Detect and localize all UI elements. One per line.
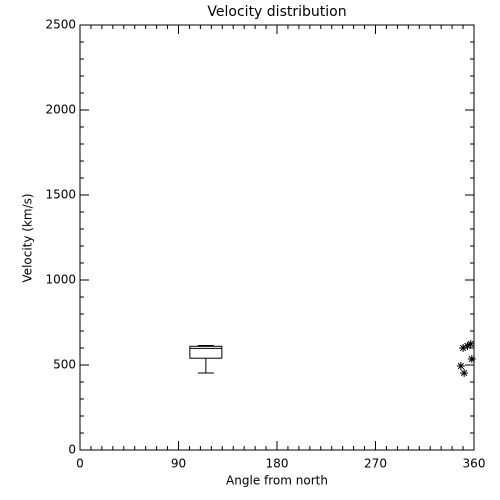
y-tick-label: 2000 <box>45 103 76 117</box>
x-axis-label: Angle from north <box>226 474 328 488</box>
y-tick-label: 500 <box>53 358 76 372</box>
outlier-point <box>459 344 468 352</box>
y-tick-label: 2500 <box>45 18 76 32</box>
x-tick-label: 270 <box>364 457 387 471</box>
y-axis-label: Velocity (km/s) <box>21 193 35 282</box>
outlier-point <box>460 368 469 377</box>
x-tick-label: 360 <box>463 457 486 471</box>
chart-title: Velocity distribution <box>207 4 346 20</box>
plot-frame <box>79 24 475 451</box>
x-tick-label: 0 <box>76 457 84 471</box>
box <box>189 345 223 359</box>
outlier-point <box>463 341 472 350</box>
y-tick-label: 1000 <box>45 273 76 287</box>
outlier-point <box>466 339 475 348</box>
x-tick-label: 180 <box>266 457 289 471</box>
outlier-point <box>456 362 465 371</box>
y-tick-label: 1500 <box>45 188 76 202</box>
x-tick-label: 90 <box>171 457 186 471</box>
y-tick-label: 0 <box>68 443 76 457</box>
outlier-point <box>467 355 476 364</box>
